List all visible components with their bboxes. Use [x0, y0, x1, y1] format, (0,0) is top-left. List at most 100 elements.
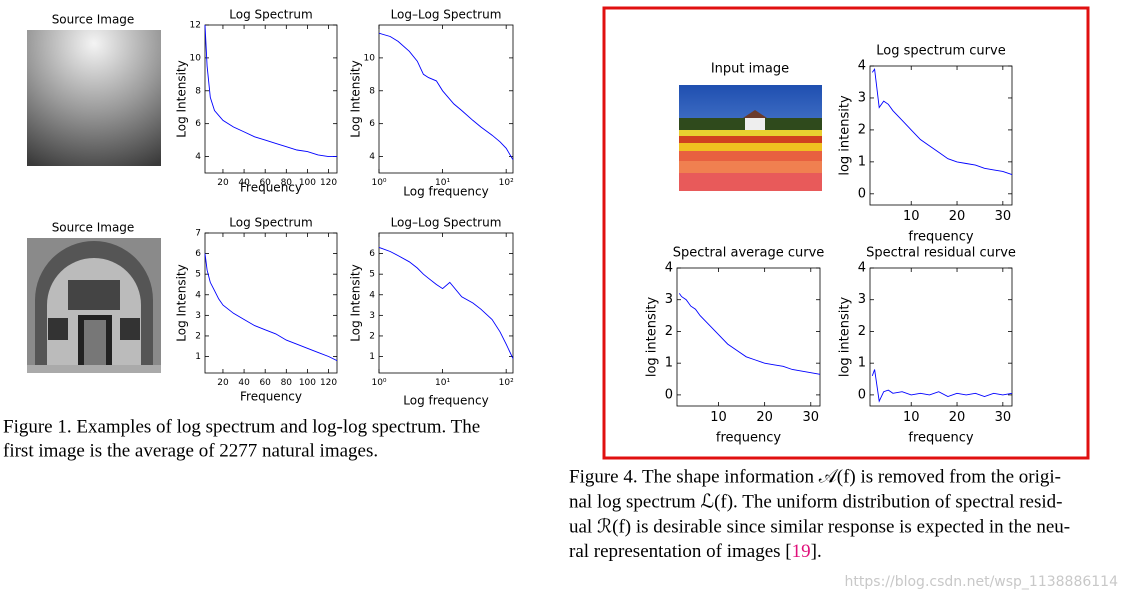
- y-tick-label: 2: [369, 331, 375, 341]
- x-axis-label: frequency: [908, 431, 974, 446]
- y-axis-label: Log Intensity: [349, 264, 363, 341]
- plot-title: Log spectrum curve: [876, 44, 1005, 59]
- y-tick-label: 2: [195, 331, 201, 341]
- y-tick-label: 10: [190, 53, 202, 63]
- x-tick-label: 10⁰: [371, 178, 386, 188]
- x-tick-label: 40: [238, 378, 250, 388]
- plot-title: Spectral average curve: [673, 246, 825, 261]
- x-tick-label: 80: [281, 378, 293, 388]
- x-tick-label: 20: [949, 410, 966, 425]
- y-tick-label: 1: [665, 356, 673, 371]
- x-tick-label: 60: [259, 378, 271, 388]
- x-tick-label: 10²: [499, 178, 514, 188]
- curve: [678, 293, 821, 375]
- y-axis-label: Log Intensity: [175, 60, 189, 137]
- y-tick-label: 3: [195, 311, 201, 321]
- plot-frame: [204, 24, 338, 174]
- y-tick-label: 10: [364, 53, 376, 63]
- y-tick-label: 1: [369, 352, 375, 362]
- plot-title: Log Spectrum: [229, 216, 312, 230]
- x-tick-label: 30: [995, 410, 1012, 425]
- plot-frame: [869, 65, 1013, 206]
- y-tick-label: 0: [858, 387, 866, 402]
- y-tick-label: 4: [369, 152, 375, 162]
- caption-line: Figure 4. The shape information 𝒜(f) is …: [569, 466, 1061, 487]
- x-axis-label: frequency: [716, 431, 782, 446]
- curve: [378, 32, 514, 161]
- y-tick-label: 6: [195, 249, 201, 259]
- source-label: Source Image: [52, 221, 135, 235]
- x-tick-label: 20: [756, 410, 773, 425]
- plot-frame: [378, 24, 514, 174]
- x-tick-label: 10: [903, 410, 920, 425]
- plot-title: Spectral residual curve: [866, 246, 1016, 261]
- caption-line: ral representation of images [19].: [569, 541, 822, 562]
- caption-line: ual ℛ(f) is desirable since similar resp…: [569, 516, 1070, 537]
- y-tick-label: 8: [195, 86, 201, 96]
- y-tick-label: 3: [369, 311, 375, 321]
- y-tick-label: 1: [858, 356, 866, 371]
- x-tick-label: 100: [299, 378, 316, 388]
- y-tick-label: 5: [195, 270, 201, 280]
- y-tick-label: 6: [369, 249, 375, 259]
- x-tick-label: 80: [281, 178, 293, 188]
- x-tick-label: 10²: [499, 378, 514, 388]
- y-tick-label: 6: [195, 119, 201, 129]
- y-tick-label: 1: [195, 352, 201, 362]
- x-tick-label: 30: [995, 209, 1012, 224]
- y-tick-label: 8: [369, 86, 375, 96]
- y-tick-label: 4: [369, 290, 375, 300]
- y-tick-label: 5: [369, 270, 375, 280]
- plot-title: Log Spectrum: [229, 8, 312, 22]
- y-axis-label: Log Intensity: [349, 60, 363, 137]
- x-axis-label: Frequency: [240, 390, 302, 404]
- highlight-box: [602, 6, 1090, 460]
- y-tick-label: 3: [858, 90, 866, 105]
- y-tick-label: 0: [665, 387, 673, 402]
- x-tick-label: 10¹: [435, 378, 450, 388]
- watermark: https://blog.csdn.net/wsp_1138886114: [845, 574, 1119, 590]
- x-axis-label: Frequency: [240, 181, 302, 195]
- y-tick-label: 6: [369, 119, 375, 129]
- y-tick-label: 4: [195, 290, 201, 300]
- input-label: Input image: [711, 62, 789, 77]
- caption-line: Figure 1. Examples of log spectrum and l…: [3, 416, 480, 437]
- y-tick-label: 7: [195, 229, 201, 239]
- caption-line: first image is the average of 2277 natur…: [3, 440, 378, 461]
- input-image: [679, 85, 822, 191]
- x-axis-label: Log frequency: [403, 394, 488, 408]
- y-tick-label: 3: [665, 292, 673, 307]
- y-tick-label: 4: [858, 261, 866, 276]
- x-tick-label: 20: [217, 378, 229, 388]
- curve: [378, 246, 514, 359]
- caption-text: ].: [811, 541, 822, 562]
- plot-title: Log–Log Spectrum: [391, 8, 502, 22]
- source-image: [27, 238, 161, 373]
- source-label: Source Image: [52, 13, 135, 27]
- y-tick-label: 2: [858, 122, 866, 137]
- y-tick-label: 2: [858, 324, 866, 339]
- x-tick-label: 30: [803, 410, 820, 425]
- citation[interactable]: 19: [792, 541, 811, 562]
- x-tick-label: 100: [299, 178, 316, 188]
- y-tick-label: 4: [195, 152, 201, 162]
- x-tick-label: 10: [903, 209, 920, 224]
- x-axis-label: Log frequency: [403, 185, 488, 199]
- x-tick-label: 20: [949, 209, 966, 224]
- curve: [871, 369, 1013, 403]
- y-tick-label: 0: [858, 186, 866, 201]
- x-tick-label: 20: [217, 178, 229, 188]
- x-tick-label: 10: [710, 410, 727, 425]
- y-axis-label: log intensity: [838, 297, 853, 378]
- y-tick-label: 2: [665, 324, 673, 339]
- curve: [204, 24, 337, 158]
- x-tick-label: 120: [320, 378, 337, 388]
- plot-title: Log–Log Spectrum: [391, 216, 502, 230]
- x-tick-label: 10¹: [435, 178, 450, 188]
- x-tick-label: 60: [259, 178, 271, 188]
- plot-frame: [204, 232, 338, 374]
- source-image: [27, 30, 161, 166]
- plot-frame: [869, 267, 1013, 407]
- y-axis-label: Log Intensity: [175, 264, 189, 341]
